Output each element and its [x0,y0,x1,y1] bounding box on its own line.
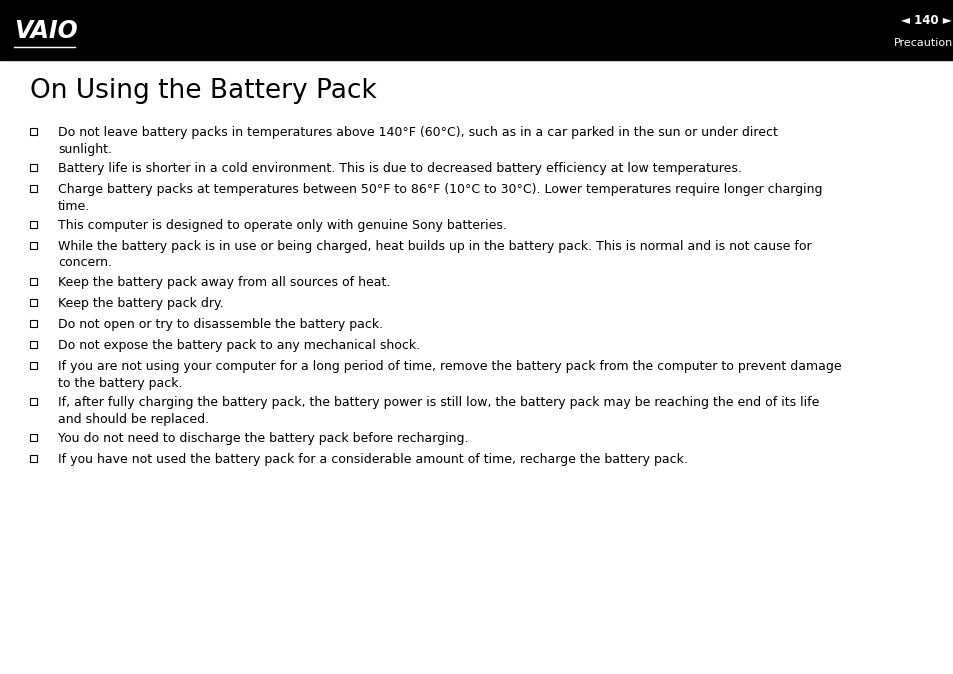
Text: Precautions: Precautions [893,38,953,49]
Text: Do not expose the battery pack to any mechanical shock.: Do not expose the battery pack to any me… [58,339,419,352]
Bar [30,164,37,171]
Bar [30,398,37,405]
Text: ◄ 140 ►: ◄ 140 ► [900,15,950,28]
Text: This computer is designed to operate only with genuine Sony batteries.: This computer is designed to operate onl… [58,219,506,232]
Text: You do not need to discharge the battery pack before recharging.: You do not need to discharge the battery… [58,432,468,445]
Bar [30,299,37,306]
Text: Do not open or try to disassemble the battery pack.: Do not open or try to disassemble the ba… [58,318,383,331]
Text: Keep the battery pack away from all sources of heat.: Keep the battery pack away from all sour… [58,276,390,289]
Bar [30,455,37,462]
Text: On Using the Battery Pack: On Using the Battery Pack [30,78,376,104]
Bar [30,320,37,327]
Bar [30,242,37,249]
Text: Battery life is shorter in a cold environment. This is due to decreased battery : Battery life is shorter in a cold enviro… [58,162,741,175]
Bar [30,434,37,441]
Text: Keep the battery pack dry.: Keep the battery pack dry. [58,297,223,310]
Text: Charge battery packs at temperatures between 50°F to 86°F (10°C to 30°C). Lower : Charge battery packs at temperatures bet… [58,183,821,212]
Text: If, after fully charging the battery pack, the battery power is still low, the b: If, after fully charging the battery pac… [58,396,819,425]
Text: While the battery pack is in use or being charged, heat builds up in the battery: While the battery pack is in use or bein… [58,240,811,270]
Text: If you are not using your computer for a long period of time, remove the battery: If you are not using your computer for a… [58,360,841,390]
Bar [30,341,37,348]
Bar [30,221,37,228]
Bar [30,362,37,369]
Bar [0,0,953,60]
Text: VAIO: VAIO [14,19,77,43]
Text: If you have not used the battery pack for a considerable amount of time, recharg: If you have not used the battery pack fo… [58,453,687,466]
Bar [30,185,37,192]
Bar [30,128,37,135]
Bar [30,278,37,285]
Text: Do not leave battery packs in temperatures above 140°F (60°C), such as in a car : Do not leave battery packs in temperatur… [58,126,777,156]
